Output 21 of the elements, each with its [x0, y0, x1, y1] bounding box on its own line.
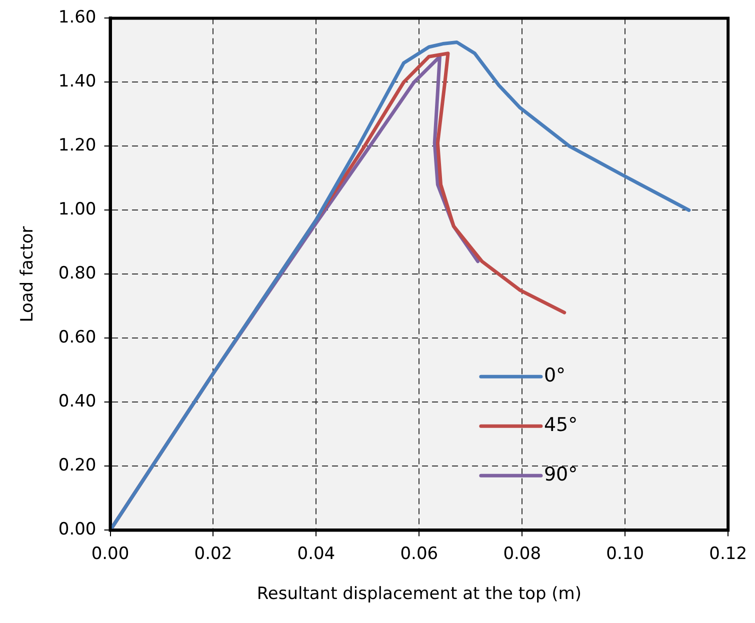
x-tick-label: 0.08 [503, 544, 542, 564]
y-tick-label: 0.80 [58, 264, 96, 284]
x-tick-label: 0.00 [91, 544, 130, 564]
y-tick-label: 1.20 [58, 136, 96, 156]
x-tick-label: 0.06 [400, 544, 438, 564]
x-tick-label: 0.10 [606, 544, 644, 564]
x-axis-title: Resultant displacement at the top (m) [256, 584, 582, 604]
x-tick-label: 0.04 [297, 544, 336, 564]
y-tick-label: 1.00 [58, 200, 96, 220]
y-tick-label: 0.00 [58, 520, 96, 540]
legend-label: 0° [544, 364, 566, 387]
x-tick-label: 0.12 [709, 544, 748, 564]
y-axis-title: Load factor [18, 226, 38, 322]
y-tick-label: 0.40 [58, 392, 96, 412]
y-tick-label: 1.40 [58, 72, 96, 92]
legend-label: 90° [544, 464, 578, 486]
y-tick-label: 1.60 [58, 8, 96, 28]
y-tick-label: 0.60 [58, 328, 96, 348]
legend-label: 45° [544, 414, 578, 436]
x-tick-label: 0.02 [194, 544, 232, 564]
y-tick-label: 0.20 [58, 456, 96, 476]
